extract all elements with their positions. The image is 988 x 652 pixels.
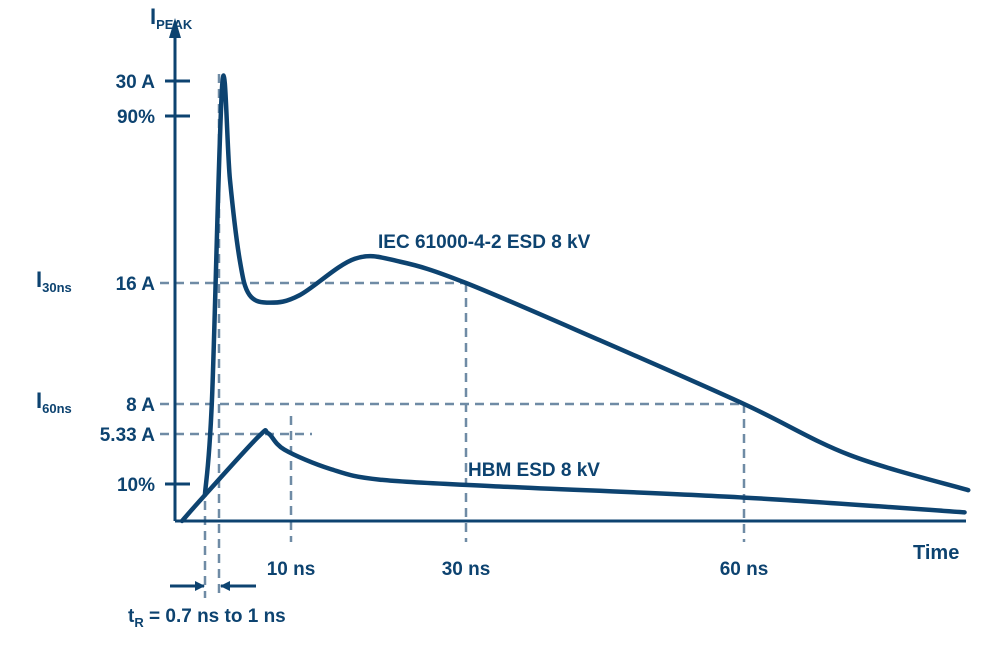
y-side-label: I30ns bbox=[36, 267, 72, 295]
y-tick-label: 16 A bbox=[116, 274, 156, 295]
y-axis-arrow-icon bbox=[169, 18, 181, 38]
y-tick-label: 5.33 A bbox=[100, 425, 156, 446]
series-label-hbm: HBM ESD 8 kV bbox=[468, 460, 600, 481]
hbm-curve bbox=[179, 428, 967, 524]
y-tick-label: 10% bbox=[117, 475, 155, 496]
axes bbox=[169, 18, 966, 523]
y-tick-label: 8 A bbox=[126, 395, 155, 416]
guide-lines bbox=[160, 74, 746, 598]
x-axis-label: Time bbox=[913, 542, 959, 564]
rise-time-label: tR = 0.7 ns to 1 ns bbox=[128, 606, 286, 630]
x-tick-label: 60 ns bbox=[720, 559, 769, 580]
y-tick-label: 30 A bbox=[116, 72, 156, 93]
rise-time-annotation: tR = 0.7 ns to 1 ns bbox=[128, 581, 286, 630]
y-tick-label: 90% bbox=[117, 107, 155, 128]
y-side-label: I60ns bbox=[36, 388, 72, 416]
iec-curve bbox=[202, 73, 971, 498]
y-axis-label: IPEAK bbox=[150, 4, 193, 32]
x-tick-label: 30 ns bbox=[442, 559, 491, 580]
x-tick-label: 10 ns bbox=[267, 559, 316, 580]
series-label-iec: IEC 61000-4-2 ESD 8 kV bbox=[378, 232, 591, 253]
